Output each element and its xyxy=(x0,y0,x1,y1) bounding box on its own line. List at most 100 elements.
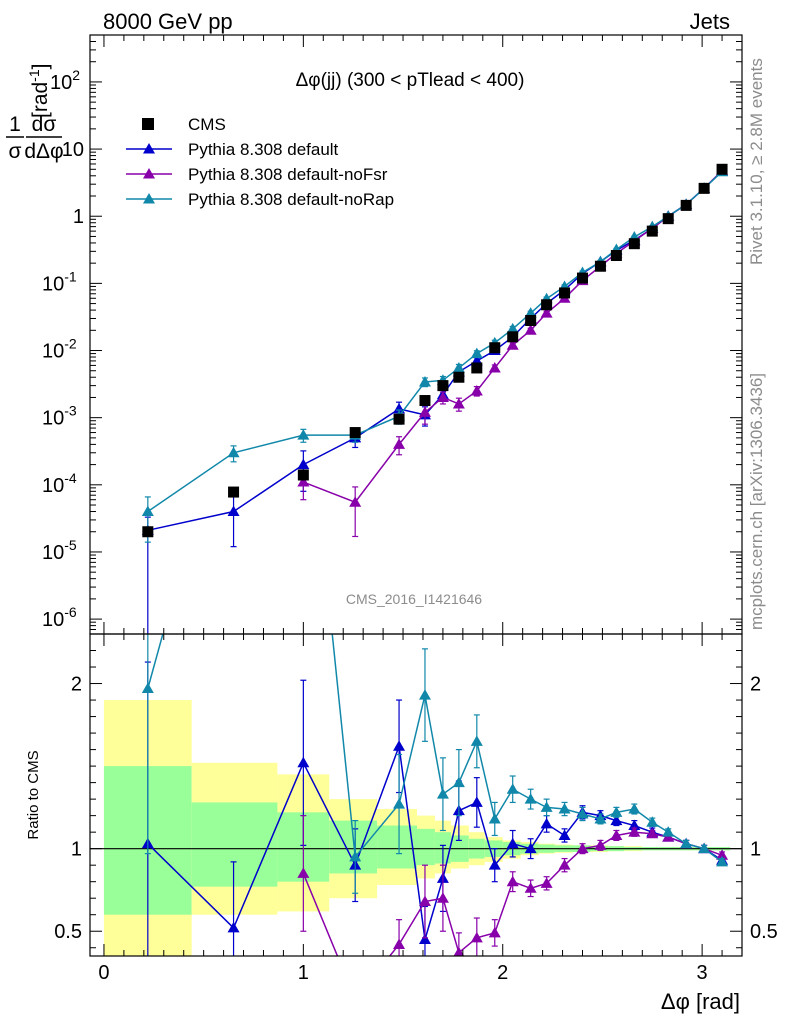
data-point xyxy=(297,476,310,487)
x-tick-label: 3 xyxy=(697,962,708,984)
data-point xyxy=(393,402,406,414)
ratio-point xyxy=(662,826,675,837)
main-ylabel: 1 σ dσ dΔφ [rad-1] xyxy=(6,64,64,163)
data-point xyxy=(452,397,465,409)
data-point xyxy=(297,469,309,481)
data-point xyxy=(594,260,606,272)
ratio-point xyxy=(470,931,483,943)
ratio-series xyxy=(141,347,729,956)
ratio-point xyxy=(524,882,537,893)
ratio-point xyxy=(576,842,589,854)
data-point xyxy=(349,496,362,507)
ratio-y-tick-label-right: 2 xyxy=(750,674,761,696)
data-point xyxy=(541,299,553,311)
ratio-y-tick-label: 1 xyxy=(71,839,82,861)
ratio-point xyxy=(452,776,465,788)
ratio-point xyxy=(610,806,623,817)
ratio-y-tick-label-right: 0.5 xyxy=(750,921,778,943)
ratio-point xyxy=(297,756,310,768)
data-point xyxy=(419,395,431,407)
ratio-point xyxy=(628,803,641,814)
header-right: Jets xyxy=(690,9,730,34)
data-point xyxy=(142,526,154,538)
data-point xyxy=(297,429,310,440)
data-point xyxy=(437,380,449,392)
ratio-point xyxy=(470,796,483,807)
ratio-point xyxy=(540,877,553,888)
ratio-point xyxy=(558,829,571,840)
data-point xyxy=(227,505,240,517)
y-tick-label: 10-6 xyxy=(42,604,77,631)
data-point xyxy=(506,322,519,334)
ratio-point xyxy=(628,819,641,831)
ratio-point xyxy=(488,926,501,938)
ratio-point xyxy=(227,921,240,933)
legend: CMS Pythia 8.308 default Pythia 8.308 defa… xyxy=(126,115,394,209)
xlabel: Δφ [rad] xyxy=(661,989,740,1014)
header-left: 8000 GeV pp xyxy=(103,9,233,34)
ratio-point xyxy=(418,689,431,700)
data-point xyxy=(698,182,710,194)
data-point xyxy=(453,371,465,383)
ratio-point xyxy=(576,807,589,819)
x-axis: 0 1 2 3 xyxy=(98,35,743,984)
data-point xyxy=(418,406,431,417)
main-panel: 10-6 10-5 10-4 10-3 10-2 10-1 1 10 102 xyxy=(42,34,743,635)
data-point xyxy=(540,307,553,318)
ratio-point xyxy=(594,839,607,850)
data-point xyxy=(559,287,571,299)
ratio-point xyxy=(610,814,623,826)
data-point xyxy=(349,427,361,439)
main-y-axis: 10-6 10-5 10-4 10-3 10-2 10-1 1 10 102 xyxy=(42,34,742,635)
data-point xyxy=(680,199,692,211)
data-point xyxy=(489,342,501,354)
data-point xyxy=(452,361,465,373)
ratio-point xyxy=(470,735,483,746)
data-point xyxy=(507,331,519,343)
data-point xyxy=(610,250,622,262)
ylabel-numer: 1 xyxy=(9,113,21,136)
ratio-point xyxy=(349,850,362,862)
ratio-point xyxy=(393,938,406,949)
ratio-point xyxy=(418,933,431,944)
ratio-frame xyxy=(89,633,743,957)
ratio-point xyxy=(558,803,571,814)
watermark: CMS_2016_I1421646 xyxy=(346,591,482,607)
y-tick-label: 10-2 xyxy=(42,336,77,363)
ylabel-denom: σ xyxy=(9,140,22,163)
legend-marker xyxy=(143,143,155,154)
data-point xyxy=(628,238,640,250)
band-inner xyxy=(416,828,435,866)
y-tick-label: 10-3 xyxy=(42,403,77,430)
ratio-point xyxy=(297,347,309,358)
ratio-point xyxy=(540,817,553,829)
ratio-point xyxy=(646,827,659,839)
ratio-point xyxy=(540,801,553,812)
ylabel-unit: [rad-1] xyxy=(26,64,52,118)
ratio-y-axis: 0.5 0.5 1 1 2 2 xyxy=(54,633,778,949)
ratio-point xyxy=(628,826,641,837)
ratio-point xyxy=(297,867,310,878)
chart-title: Δφ(jj) (300 < pTlead < 400) xyxy=(296,70,525,91)
x-tick-label: 2 xyxy=(497,962,508,984)
data-point xyxy=(227,446,240,458)
ratio-series-2 xyxy=(141,347,729,894)
ratio-point xyxy=(436,788,449,799)
series-line xyxy=(147,170,723,532)
y-tick-label: 10-5 xyxy=(42,537,77,564)
ratio-point xyxy=(594,812,607,824)
mcplots-label: mcplots.cern.ch [arXiv:1306.3436] xyxy=(747,373,766,630)
data-point xyxy=(646,225,658,237)
data-point xyxy=(662,213,674,225)
data-point xyxy=(716,163,728,175)
ratio-point xyxy=(141,682,154,693)
data-point xyxy=(393,413,405,425)
main-series xyxy=(141,164,729,634)
series-0 xyxy=(141,165,729,634)
data-point xyxy=(228,486,240,498)
ratio-point xyxy=(488,859,501,870)
data-point xyxy=(471,362,483,374)
ratio-point xyxy=(393,798,406,809)
legend-marker xyxy=(143,193,155,204)
